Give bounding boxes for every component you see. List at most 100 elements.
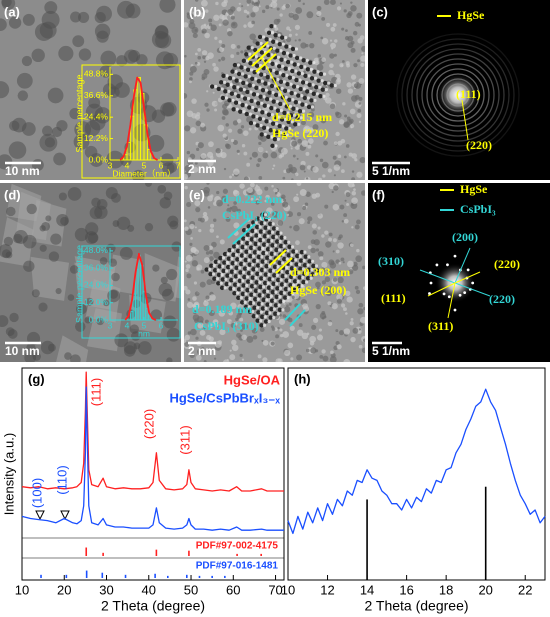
atom-column [222,251,228,257]
noise [313,239,320,246]
noise [298,218,305,225]
diffraction-ring [431,68,485,122]
noise [208,18,213,23]
atom-column [251,267,256,272]
noise [189,77,193,81]
atom-column [248,300,253,306]
atom-halo [293,266,297,270]
atom-column [295,115,300,120]
atom-column [248,61,253,66]
panel-label: (h) [294,371,311,386]
noise [305,191,311,197]
noise [281,194,286,200]
noise [222,19,229,26]
reference-label: PDF#97-016-1481 [196,561,279,572]
atom-column [232,84,237,90]
particle [154,25,169,40]
atom-halo [276,77,280,82]
noise [328,232,333,237]
noise [310,247,316,254]
atom-column [243,257,249,263]
atom-halo [264,306,268,311]
atom-column [282,256,287,262]
atom-column [257,116,263,122]
atom-column [300,102,305,107]
atom-halo [281,42,285,46]
atom-column [238,270,243,275]
atom-halo [289,82,293,86]
noise [347,260,354,268]
atom-column [232,62,238,68]
atom-column [260,212,265,217]
noise [282,176,286,180]
atom-column [300,80,306,85]
noise [299,164,306,171]
atom-halo [264,251,269,255]
atom-halo [303,65,307,69]
noise [317,177,322,180]
atom-halo [251,254,256,258]
noise [337,276,344,284]
atom-column [254,224,260,230]
atom-halo [238,78,242,83]
noise [311,324,317,330]
atom-halo [233,92,238,96]
noise [291,140,298,147]
noise [347,11,353,16]
noise [236,308,244,315]
noise [241,144,246,148]
noise [217,340,223,345]
atom-halo [236,63,241,67]
noise [259,195,262,199]
atom-halo [333,83,337,88]
x-tick-label: 16 [399,582,413,597]
noise [361,45,365,52]
atom-column [255,318,260,323]
noise [296,354,303,361]
noise [275,334,280,339]
noise [276,30,279,33]
noise [201,30,205,34]
atom-column [271,39,276,44]
atom-halo [249,279,253,284]
atom-column [274,247,279,253]
noise [325,241,332,248]
noise [200,122,206,128]
atom-column [224,281,229,287]
noise [351,170,355,173]
atom-halo [263,268,267,272]
noise [186,110,194,118]
y-tick-label: 0.0% [89,154,109,164]
atom-column [264,119,269,124]
noise [213,218,217,222]
noise [297,138,303,144]
y-tick-label: 24.0% [84,280,109,290]
particle [21,55,33,67]
noise [231,205,238,213]
noise [184,164,192,172]
noise [213,14,220,21]
atom-column [263,272,269,277]
noise [304,127,308,130]
noise [337,236,342,241]
noise [335,131,340,137]
noise [243,24,247,28]
atom-column [209,84,215,89]
atom-halo [259,123,263,128]
noise [246,11,250,15]
noise [335,341,340,346]
noise [312,124,319,131]
noise [335,329,339,333]
atom-halo [274,282,279,286]
atom-halo [266,104,270,108]
atom-halo [275,122,279,126]
atom-column [227,75,233,81]
noise [334,111,340,116]
atom-halo [276,55,281,59]
noise [338,261,342,265]
atom-column [277,307,283,313]
noise [231,344,239,352]
atom-column [252,258,257,264]
noise [343,307,347,312]
atom-column [259,220,264,226]
